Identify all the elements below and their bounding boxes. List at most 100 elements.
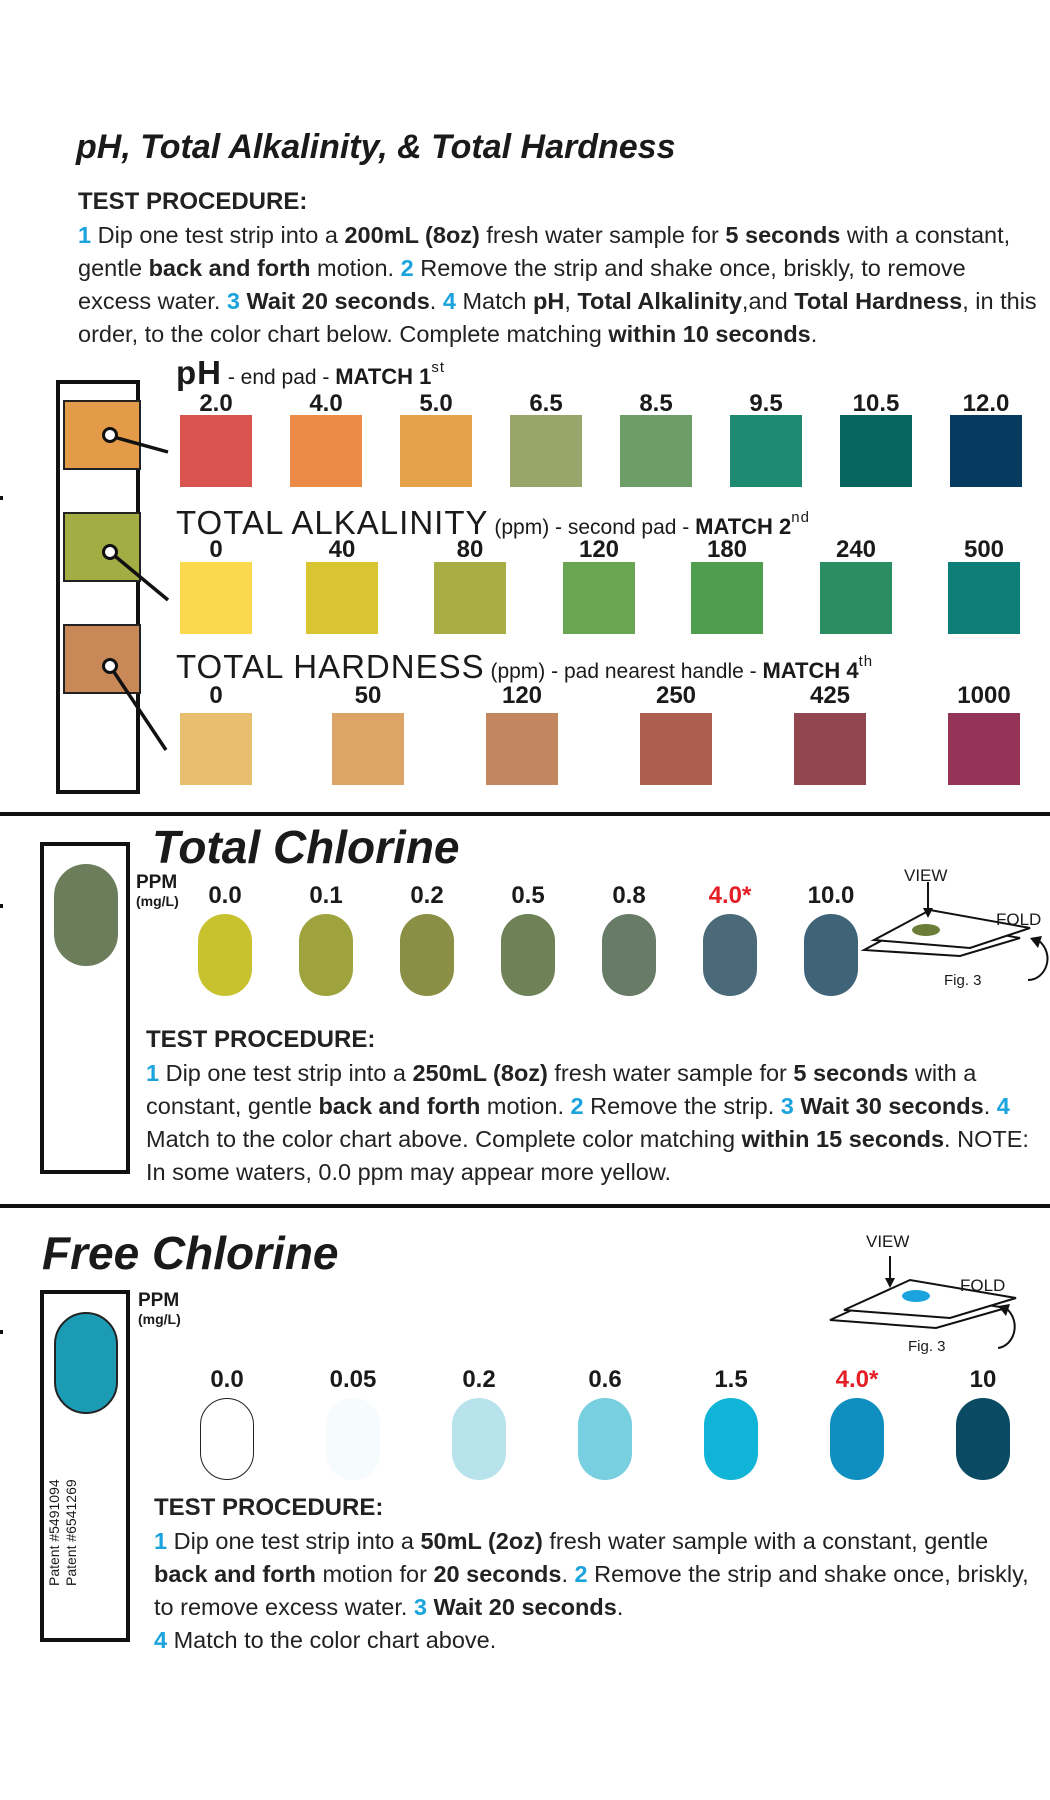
step-bold: within 15 seconds [741, 1126, 945, 1152]
hardness-value-label: 250 [655, 682, 697, 709]
view-label: VIEW [866, 1232, 910, 1251]
pad-hole [102, 427, 118, 443]
total-chlorine-color-swatch [602, 914, 656, 996]
step-text: ,and [741, 288, 795, 314]
step-text: . [429, 288, 443, 314]
alkalinity-unit: (ppm) [488, 516, 550, 539]
total-chlorine-value-label: 0.5 [511, 882, 545, 909]
free-chlorine-value-label: 10 [969, 1366, 997, 1393]
total-chlorine-color-swatch [400, 914, 454, 996]
procedure-text-1: 1 Dip one test strip into a 200mL (8oz) … [78, 219, 1038, 351]
total-chlorine-value-label: 0.2 [410, 882, 444, 909]
step-text: motion. [310, 255, 401, 281]
mgl-label: (mg/L) [138, 1311, 181, 1327]
free-chlorine-strip-pad [54, 1312, 118, 1414]
view-label: VIEW [904, 866, 948, 885]
alkalinity-color-swatch [434, 562, 506, 634]
ph-desc: - end pad - [222, 366, 336, 389]
pointer-lines [108, 434, 170, 751]
step-bold: Wait 20 seconds [427, 1594, 617, 1620]
alkalinity-color-swatch [691, 562, 763, 634]
step-text: with a constant, gentle [146, 1060, 977, 1119]
step-text: motion. [480, 1093, 571, 1119]
ph-color-swatch [180, 415, 252, 487]
strip-pad-alkalinity [63, 512, 141, 582]
step-bold: Total Alkalinity [577, 288, 742, 314]
step-text: Remove the strip and shake once, briskly… [154, 1561, 1029, 1620]
step-text: . [561, 1561, 575, 1587]
step-bold: Wait 20 seconds [239, 288, 430, 314]
ph-value-label: 5.0 [419, 390, 453, 417]
ppm-label: PPM [138, 1290, 180, 1311]
free-chlorine-value-label: 1.5 [714, 1366, 748, 1393]
ph-color-swatch [510, 415, 582, 487]
step-number: 3 [226, 288, 240, 314]
free-chlorine-title: Free Chlorine [42, 1227, 339, 1279]
hardness-value-label: 0 [209, 682, 223, 709]
strip-pad-hardness [63, 624, 141, 694]
alkalinity-value-label: 80 [456, 536, 484, 563]
step-number: 1 [78, 222, 92, 248]
ph-value-label: 9.5 [749, 390, 783, 417]
step-number: 2 [574, 1561, 588, 1587]
ph-match-sup: st [431, 359, 446, 376]
ppm-label: PPM [136, 872, 178, 893]
hardness-color-swatch [486, 713, 558, 785]
procedure-label-3: TEST PROCEDURE: [154, 1494, 384, 1521]
ph-value-label: 4.0 [309, 390, 343, 417]
pad-hole [102, 658, 118, 674]
step-number: 2 [400, 255, 414, 281]
step-bold: 50mL (2oz) [420, 1528, 543, 1554]
step-text: Dip one test strip into a [91, 222, 345, 248]
free-chlorine-ppm: PPM (mg/L) [138, 1290, 181, 1328]
free-chlorine-color-swatch [578, 1398, 632, 1480]
hardness-heading: TOTAL HARDNESS (ppm) - pad nearest handl… [176, 648, 873, 686]
hardness-match-sup: th [858, 653, 874, 670]
alkalinity-value-label: 180 [706, 536, 748, 563]
hardness-value-label: 425 [809, 682, 851, 709]
step-text: , [564, 288, 578, 314]
free-chlorine-color-swatch [452, 1398, 506, 1480]
main-title: pH, Total Alkalinity, & Total Hardness [76, 128, 676, 166]
step-number: 1 [146, 1060, 160, 1086]
hardness-value-label: 1000 [957, 682, 1011, 709]
step-text: . NOTE: In some waters, 0.0 ppm may appe… [146, 1126, 1029, 1185]
hardness-unit: (ppm) [484, 660, 546, 683]
free-chlorine-color-swatch [704, 1398, 758, 1480]
hardness-desc: - pad nearest handle - [545, 660, 763, 683]
step-number: 4 [996, 1093, 1010, 1119]
hardness-color-swatch [640, 713, 712, 785]
free-chlorine-color-swatch [830, 1398, 884, 1480]
ph-match: MATCH 1 [335, 364, 432, 389]
procedure-label-1: TEST PROCEDURE: [78, 188, 308, 215]
alkalinity-value-label: 40 [328, 536, 356, 563]
step-bold: Wait 30 seconds [793, 1093, 984, 1119]
step-bold: within 10 seconds [608, 321, 811, 347]
step-bold: back and forth [318, 1093, 481, 1119]
alkalinity-desc: - second pad - [549, 516, 696, 539]
patent-2: Patent #6541269 [63, 1479, 79, 1586]
alkalinity-name: TOTAL ALKALINITY [176, 504, 489, 541]
pad-hole [102, 544, 118, 560]
step-bold: pH [533, 288, 565, 314]
alkalinity-color-swatch [306, 562, 378, 634]
step-text: , in this order, to the color chart belo… [78, 288, 1037, 347]
hardness-match: MATCH 4 [762, 658, 859, 683]
ph-value-label: 10.5 [852, 390, 900, 417]
hardness-name: TOTAL HARDNESS [176, 648, 485, 685]
step-text: Match to the color chart above. [167, 1627, 497, 1653]
fold-label: FOLD [996, 910, 1042, 929]
step-text: fresh water sample for [479, 222, 726, 248]
fold-label: FOLD [960, 1276, 1006, 1295]
total-chlorine-color-swatch [703, 914, 757, 996]
step-number: 3 [780, 1093, 794, 1119]
ph-value-label: 6.5 [529, 390, 563, 417]
step-text: . [616, 1594, 624, 1620]
step-bold: 250mL (8oz) [412, 1060, 548, 1086]
alkalinity-color-swatch [563, 562, 635, 634]
hardness-value-label: 50 [354, 682, 382, 709]
margin-tick [0, 904, 3, 908]
free-chlorine-value-label: 0.0 [210, 1366, 244, 1393]
step-bold: back and forth [154, 1561, 316, 1587]
ph-value-label: 2.0 [199, 390, 233, 417]
